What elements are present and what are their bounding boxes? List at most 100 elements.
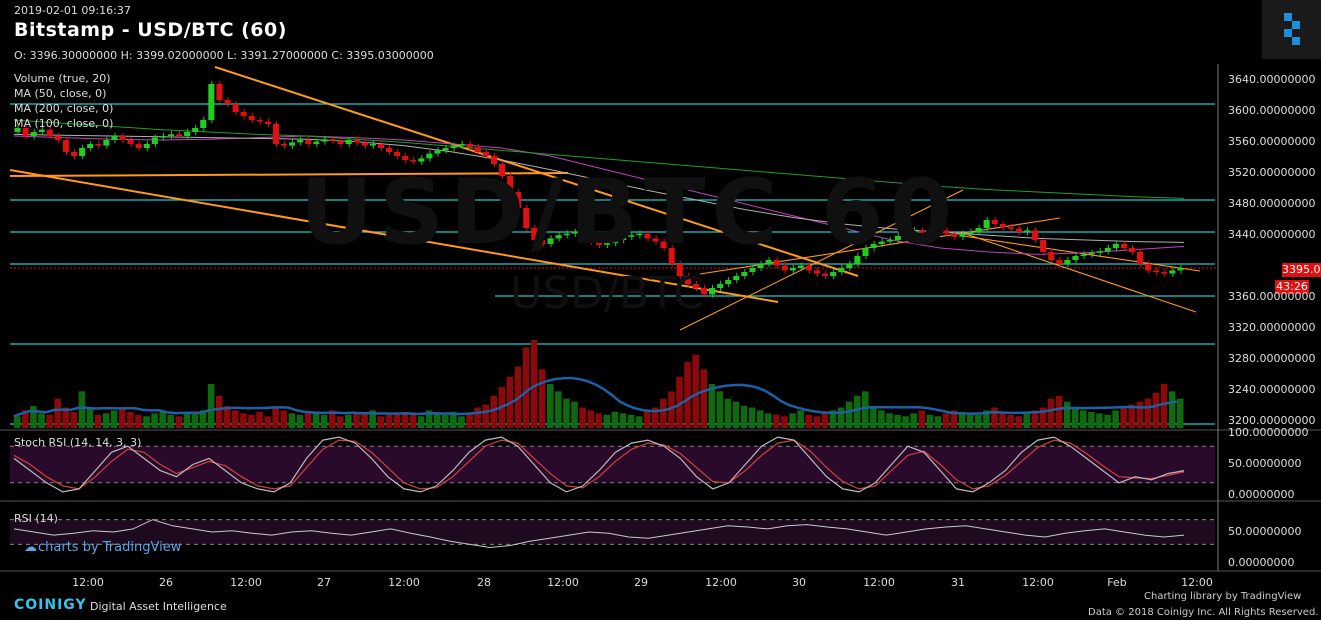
volume-bar [845,401,853,428]
trend-line [9,172,569,177]
candle [700,288,708,295]
volume-bar [458,416,465,428]
trend-line [962,235,1201,272]
candle [644,233,651,239]
candle [579,232,586,237]
footer-brand[interactable]: COINIGY [14,597,87,613]
candle [313,141,320,144]
volume-bar [1055,395,1063,428]
volume-bar [159,410,166,428]
candle [636,233,643,236]
candle [200,120,207,128]
volume-bar [732,401,740,428]
volume-bar [1176,398,1184,428]
indicator-ma200[interactable]: MA (200, close, 0) [14,102,114,115]
volume-bar [256,411,263,428]
candle [951,233,958,237]
price-axis-label: 3560.00000000 [1228,135,1316,148]
volume-bar [482,404,489,428]
volume-bar [692,354,699,428]
volume-bar [38,413,45,428]
candle [846,264,853,268]
volume-bar [1168,391,1176,428]
candle [935,230,942,232]
trend-line [959,231,1197,313]
candle [918,230,926,234]
background-watermark: USD/BTC 60 [300,160,959,265]
volume-bar [773,414,780,428]
candle [1128,248,1136,252]
candle [910,230,917,232]
candle [184,132,191,136]
candle [1032,230,1039,240]
time-axis-label: 12:00 [388,576,420,589]
trend-line [214,66,859,277]
volume-bar [490,395,498,428]
time-axis-label: 12:00 [72,576,104,589]
cloud-icon: ☁ [24,540,37,555]
candle [71,152,78,156]
indicator-volume[interactable]: Volume (true, 20) [14,72,111,85]
candle [482,152,489,156]
candle [111,136,118,140]
volume-bar [1007,414,1014,428]
volume-bar [1104,414,1111,428]
volume-bar [442,414,449,428]
time-axis-label: 12:00 [547,576,579,589]
candle [1023,230,1031,232]
chart-title: Bitstamp - USD/BTC (60) [14,19,287,41]
volume-bar [595,413,603,428]
volume-bar [926,414,934,428]
volume-bar [102,413,110,428]
volume-bar [70,411,78,428]
volume-bar [853,395,861,428]
indicator-ma50[interactable]: MA (50, close, 0) [14,87,107,100]
price-axis-label: 3480.00000000 [1228,197,1316,210]
indicator-ma100[interactable]: MA (100, close, 0) [14,117,114,130]
candle [208,84,215,120]
tradingview-watermark[interactable]: ☁ charts by TradingView [24,540,181,555]
volume-bar [765,413,772,428]
trend-line [9,169,779,303]
candle [353,140,360,143]
volume-bar [579,407,586,428]
candle [1137,252,1144,264]
volume-bar [821,413,829,428]
candle [862,248,869,256]
candle [749,268,756,272]
volume-bar [999,413,1006,428]
candle [499,164,506,176]
stoch-rsi-label[interactable]: Stoch RSI (14, 14, 3, 3) [14,436,142,449]
candle [684,276,691,284]
candle [264,121,271,124]
volume-bar [700,369,708,428]
volume-bar [611,411,619,428]
volume-bar [708,384,716,428]
copyright-text: Data © 2018 Coinigy Inc. All Rights Rese… [1088,607,1319,618]
candle [765,260,772,264]
candle [192,128,199,132]
trend-line [679,189,964,331]
volume-bar [304,411,312,428]
charting-library-credit[interactable]: Charting library by TradingView [1144,591,1301,602]
rsi-label[interactable]: RSI (14) [14,512,58,525]
volume-bar [1063,401,1071,428]
candle [838,268,845,272]
volume-bar [369,410,376,428]
candle [999,224,1006,228]
candle [248,116,255,120]
candle [1064,260,1071,264]
candle [709,288,716,295]
candle [329,139,336,141]
candle [232,104,239,112]
candle [587,236,594,242]
time-axis-label: 12:00 [1181,576,1213,589]
candle [240,112,247,116]
candle [418,158,425,162]
candle [571,232,578,234]
volume-bar [635,416,643,428]
candle [870,244,877,248]
price-axis-label: 3600.00000000 [1228,104,1316,117]
candle [54,136,61,140]
